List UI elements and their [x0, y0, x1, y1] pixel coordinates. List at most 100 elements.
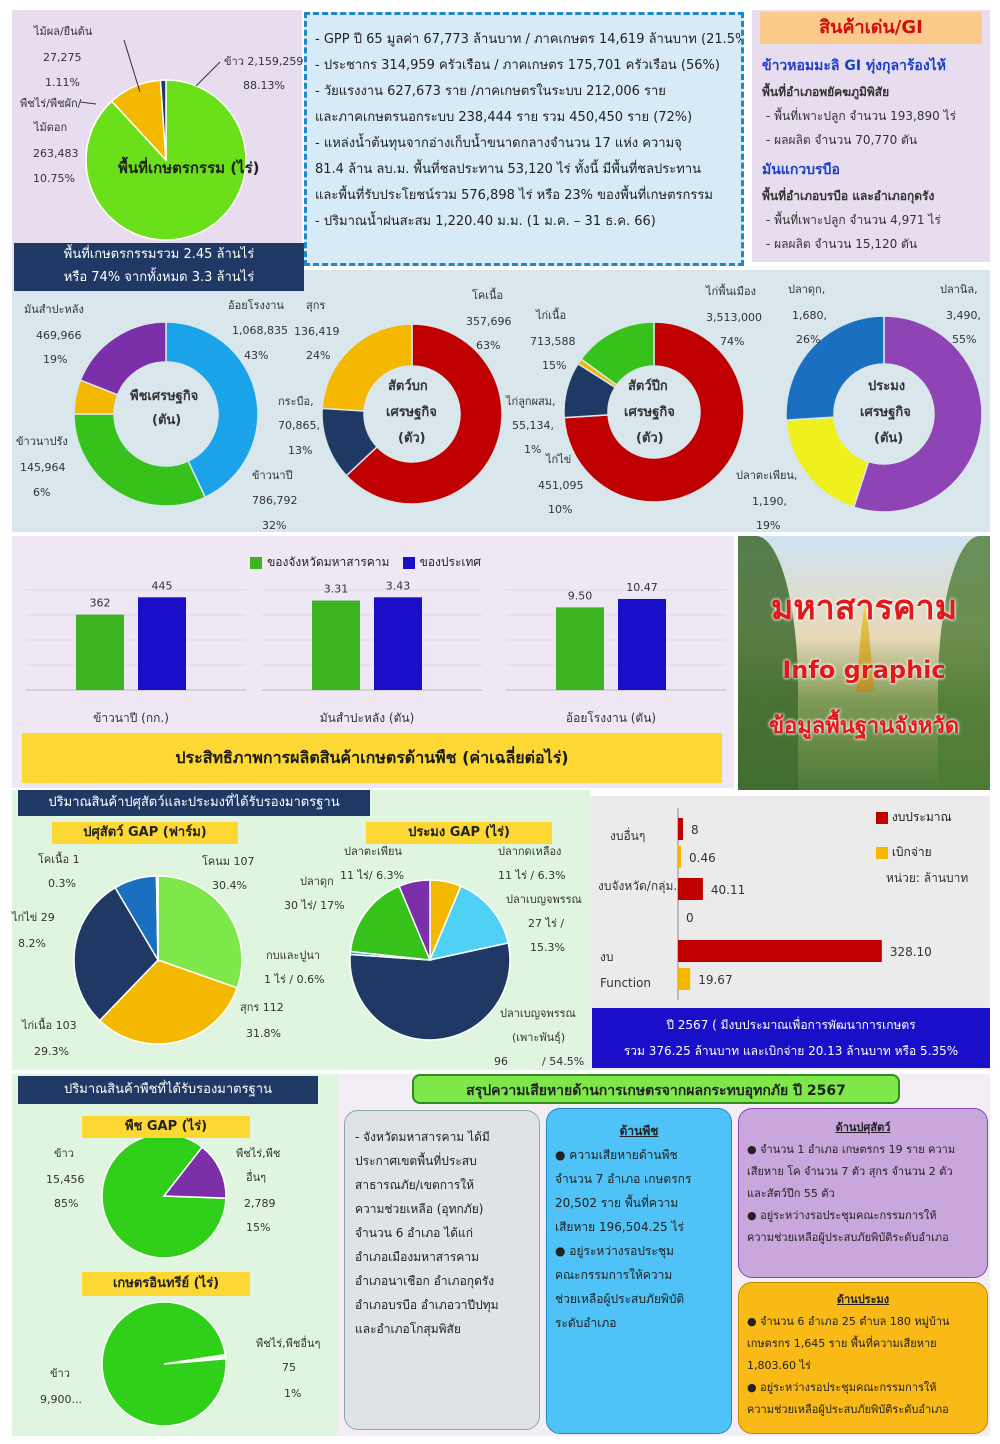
disaster-fishery-line: ความช่วยเหลือผู้ประสบภัยพิบัติระดับอำเภอ [747, 1403, 949, 1416]
field-pct: 10.75% [33, 172, 75, 185]
brand-tagline: ข้อมูลพื้นฐานจังหวัด [768, 714, 960, 739]
donut-1-label: ข้าวนาปรัง [16, 435, 68, 448]
donut-4-value: 1,680, [792, 309, 827, 322]
info-line: 81.4 ล้าน ลบ.ม. พื้นที่ชลประทาน 53,120 ไ… [315, 162, 702, 177]
livestock-gap-title: ปศุสัตว์ GAP (ฟาร์ม) [52, 822, 238, 844]
land-caption: พื้นที่เกษตรกรรมรวม 2.45 ล้านไร่ หรือ 74… [14, 243, 304, 291]
donut-2-unit: (ตัว) [398, 431, 426, 446]
land-caption-line-2: หรือ 74% จากทั้งหมด 3.3 ล้านไร่ [63, 270, 255, 285]
organic-label: ข้าว [50, 1367, 70, 1380]
fishery-value: 11 ไร่ / 6.3% [498, 869, 566, 882]
livestock-pct: 8.2% [18, 937, 46, 950]
disaster-plant-title: ด้านพืช [619, 1124, 659, 1138]
donut-3-value: 713,588 [530, 335, 576, 348]
donut-2-title: สัตว์บก [388, 379, 428, 394]
gi-item-2-name: มันแกวบรบือ [762, 162, 840, 178]
budget-note: ปี 2567 ( มีงบประมาณเพื่อการพัฒนาการเกษต… [592, 1008, 990, 1068]
donut-3-label: ไก่พื้นเมือง [706, 285, 756, 298]
land-pie-title: พื้นที่เกษตรกรรม (ไร่) [118, 159, 260, 177]
fishery-label: ปลากดเหลือง [498, 845, 562, 858]
legend-country: ของประเทศ [419, 555, 482, 569]
donut-4-unit: (ตัน) [874, 431, 904, 446]
legend-swatch-spent [876, 846, 888, 859]
disaster-title: สรุปความเสียหายด้านการเกษตรจากผลกระทบอุท… [412, 1074, 900, 1104]
donut-1-unit: (ตัน) [152, 413, 182, 428]
donut-1-pct: 19% [43, 353, 68, 366]
plant-cert-header: ปริมาณสินค้าพืชที่ได้รับรองมาตรฐาน [18, 1076, 318, 1104]
donut-3-unit: (ตัว) [636, 431, 664, 446]
disaster-livestock-line: ● จำนวน 1 อำเภอ เกษตรกร 19 ราย ความ [747, 1143, 956, 1156]
donut-1-label: อ้อยโรงงาน [228, 299, 284, 312]
gi-item-2-detail: - พื้นที่เพาะปลูก จำนวน 4,971 ไร่ [766, 213, 941, 227]
brand-subtitle: Info graphic [782, 656, 946, 684]
donut-3-value: 55,134, [512, 419, 554, 432]
legend-spent: เบิกจ่าย [891, 845, 932, 859]
disaster-fishery-line: เกษตรกร 1,645 ราย พื้นที่ความเสียหาย [747, 1337, 937, 1350]
donut-1-value: 145,964 [20, 461, 66, 474]
livestock-label: โคนม 107 [202, 855, 255, 868]
donut-1-pct: 6% [33, 486, 51, 499]
brand-title: มหาสารคาม [770, 588, 958, 628]
donut-3-label: ไก่ลูกผสม, [506, 395, 556, 408]
plant-gap-pct: 85% [54, 1197, 79, 1210]
donut-1-label: ข้าวนาปี [252, 469, 293, 482]
disaster-general-line: ความช่วยเหลือ (อุทกภัย) [355, 1202, 484, 1216]
disaster-general-line: และอำเภอโกสุมพิสัย [355, 1322, 461, 1336]
budget-category: งบ Function [600, 950, 652, 990]
livestock-pct: 29.3% [34, 1045, 69, 1058]
livestock-label: ไก่ไข่ 29 [12, 911, 55, 924]
bar-legend: ของจังหวัดมหาสารคาม ของประเทศ [250, 552, 481, 572]
info-line: และพื้นที่รับประโยชน์รวม 576,898 ไร่ หรื… [315, 188, 713, 203]
donut-2-value: 70,865, [278, 419, 320, 432]
rice-label: ข้าว 2,159,259 [224, 55, 304, 68]
donut-4-label: ปลานิล, [940, 283, 978, 296]
budget-legend: งบประมาณ เบิกจ่าย [876, 808, 952, 862]
plant-gap-pct: 15% [246, 1221, 271, 1234]
disaster-general-line: อำเภอนาเชือก อำเภอกุดรัง [355, 1274, 495, 1288]
budget-category: งบจังหวัด/กลุ่ม... [598, 879, 685, 893]
fishery-pct: 15.3% [530, 941, 565, 954]
donut-4-value: 3,490, [946, 309, 981, 322]
donut-1-pct: 43% [244, 349, 269, 362]
donut-2-value: 136,419 [294, 325, 340, 338]
donut-2-pct: 63% [476, 339, 501, 352]
livestock-cert-header: ปริมาณสินค้าปศุสัตว์และประมงที่ได้รับรอง… [18, 790, 370, 816]
organic-value: 9,900... [40, 1393, 82, 1406]
donut-2-label: สุกร [306, 299, 326, 312]
fishery-label: ปลาตะเพียน [344, 845, 402, 858]
donut-2-label: โคเนื้อ [472, 289, 504, 302]
livestock-label: สุกร 112 [240, 1001, 284, 1014]
donut-2-label: กระบือ, [278, 395, 314, 408]
organic-title: เกษตรอินทรีย์ (ไร่) [82, 1272, 250, 1296]
gi-item-1-detail: - พื้นที่เพาะปลูก จำนวน 193,890 ไร่ [766, 109, 957, 123]
disaster-fishery-line: ● อยู่ระหว่างรอประชุมคณะกรรมการให้ [747, 1381, 937, 1394]
fishery-label: กบและปูนา [266, 949, 321, 962]
disaster-plant-line: ● ความเสียหายด้านพืช [555, 1148, 678, 1162]
disaster-plant-line: เสียหาย 196,504.25 ไร่ [555, 1220, 684, 1234]
legend-budget: งบประมาณ [891, 810, 952, 824]
disaster-plant-line: ช่วยเหลือผู้ประสบภัยพิบัติ [555, 1292, 685, 1306]
organic-label: พืชไร่,พืชอื่นๆ [256, 1337, 321, 1350]
donut-3-value: 451,095 [538, 479, 584, 492]
donut-3-pct: 10% [548, 503, 573, 516]
disaster-fishery-line: ● จำนวน 6 อำเภอ 25 ตำบล 180 หมู่บ้าน [747, 1315, 950, 1328]
donut-4-pct: 26% [796, 333, 821, 346]
fishery-value: 96 [494, 1055, 508, 1068]
rice-pct: 88.13% [243, 79, 285, 92]
donut-4-label: ปลาดุก, [788, 283, 826, 296]
disaster-plant: ด้านพืช ● ความเสียหายด้านพืช จำนวน 7 อำเ… [546, 1108, 732, 1434]
plant-gap-label: อื่นๆ [246, 1171, 267, 1184]
livestock-pct: 31.8% [246, 1027, 281, 1040]
donut-3-title: สัตว์ปีก [628, 379, 668, 394]
donut-1-pct: 32% [262, 519, 287, 532]
donut-4-title: ประมง [868, 379, 906, 394]
donut-1-value: 469,966 [36, 329, 82, 342]
legend-swatch-province [250, 556, 262, 569]
gi-item-1-detail: - ผลผลิต จำนวน 70,770 ตัน [766, 133, 918, 147]
fruit-label: ไม้ผล/ยืนต้น [34, 25, 93, 38]
fruit-value: 27,275 [43, 51, 82, 64]
brand-image: มหาสารคาม Info graphic ข้อมูลพื้นฐานจังห… [738, 536, 990, 790]
disaster-plant-line: คณะกรรมการให้ความ [555, 1268, 673, 1282]
donut-3-label: ไก่ไข่ [546, 453, 572, 466]
donut-3-value: 3,513,000 [706, 311, 762, 324]
